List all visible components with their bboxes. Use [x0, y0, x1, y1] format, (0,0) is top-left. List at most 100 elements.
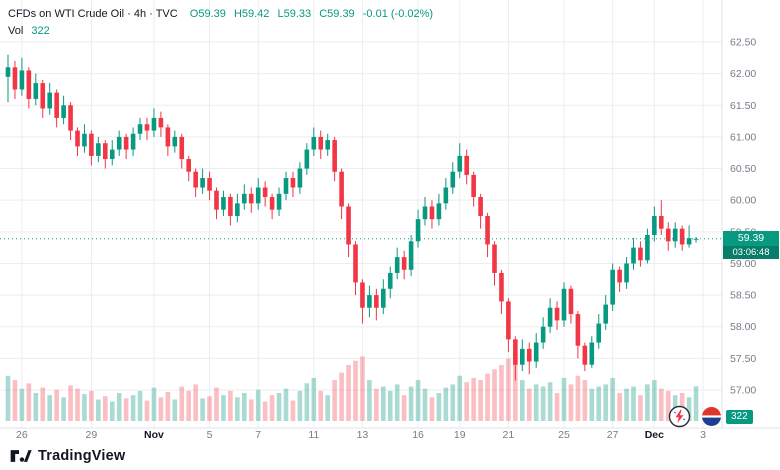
candle-body	[686, 238, 692, 245]
volume-bar	[450, 384, 456, 421]
candle-body	[492, 244, 497, 273]
candle-body	[116, 136, 122, 150]
volume-bar	[109, 401, 115, 421]
price-axis-label: 62.00	[730, 68, 756, 80]
candle-body	[19, 70, 25, 90]
volume-bar	[186, 390, 191, 421]
volume-bar	[54, 389, 59, 421]
candle-body	[665, 228, 671, 242]
volume-bar	[575, 375, 581, 421]
candle-body	[624, 263, 629, 283]
candle-body	[137, 124, 143, 134]
candle-body	[54, 92, 59, 118]
volume-bar	[221, 395, 226, 421]
price-axis-label: 57.50	[730, 353, 756, 365]
volume-bar	[533, 384, 539, 421]
candle-body	[596, 323, 602, 343]
volume-bar	[96, 399, 101, 421]
candle-body	[242, 193, 247, 204]
candle-body	[353, 244, 358, 283]
candle-body	[207, 178, 212, 191]
volume-bar	[172, 399, 178, 421]
volume-study-label[interactable]: Vol	[8, 25, 24, 37]
candle-body	[304, 149, 310, 169]
candle-body	[513, 339, 518, 365]
candle-body	[123, 136, 129, 150]
price-change: -0.01 (-0.02%)	[362, 8, 434, 20]
volume-bar	[638, 395, 643, 421]
ohlc-close: C59.39	[319, 8, 355, 20]
candle-body	[485, 216, 490, 245]
volume-bar	[415, 380, 421, 421]
volume-bar	[130, 395, 136, 421]
volume-bar	[207, 396, 212, 421]
volume-bar	[568, 384, 574, 421]
candle-body	[248, 193, 254, 204]
volume-bar	[665, 390, 671, 421]
volume-study-value: 322	[31, 25, 50, 37]
candle-body	[367, 295, 372, 308]
volume-bar	[19, 388, 25, 421]
time-axis-label: Dec	[645, 429, 664, 441]
candle-body	[464, 155, 469, 175]
volume-bar	[276, 393, 282, 421]
candle-body	[499, 272, 504, 302]
volume-bar	[200, 398, 205, 421]
volume-bar	[158, 397, 164, 421]
candle-body	[603, 304, 608, 324]
volume-bar	[26, 383, 32, 421]
price-badge-countdown: 03:06:48	[723, 246, 779, 260]
candle-body	[374, 295, 379, 308]
volume-bar	[47, 395, 52, 421]
volume-bar	[513, 354, 518, 421]
volume-bar	[624, 388, 629, 421]
symbol-legend: CFDs on WTI Crude Oil · 4h · TVC O59.39 …	[8, 8, 433, 37]
candle-body	[547, 307, 553, 327]
price-axis[interactable]: 62.5062.0061.5061.0060.5060.0059.5059.00…	[730, 37, 756, 397]
candle-body	[617, 269, 622, 283]
time-axis-label: 5	[207, 429, 213, 441]
candle-body	[5, 67, 11, 77]
sphere-icon[interactable]	[700, 405, 723, 428]
candle-body	[436, 203, 442, 220]
time-axis[interactable]: 26 29 Nov 5 7 11 13 16 19 21 25 27 Dec 3	[16, 429, 706, 441]
lightning-icon[interactable]	[668, 405, 691, 428]
volume-layer	[5, 354, 699, 421]
volume-bar	[228, 390, 233, 421]
time-axis-label: 7	[255, 429, 261, 441]
volume-bar	[561, 377, 567, 421]
candle-body	[276, 193, 282, 210]
volume-bar	[40, 387, 46, 421]
volume-bar	[464, 382, 469, 421]
symbol-title[interactable]: CFDs on WTI Crude Oil · 4h · TVC	[8, 8, 178, 20]
candle-body	[332, 140, 337, 172]
candle-body	[235, 203, 240, 216]
candle-body	[610, 269, 615, 305]
candle-body	[89, 133, 94, 156]
candle-body	[638, 247, 643, 261]
volume-bar	[165, 391, 171, 421]
volume-bar	[652, 380, 657, 421]
candle-body	[158, 117, 164, 128]
volume-bar	[332, 380, 337, 421]
candle-body	[422, 206, 428, 220]
volume-bar	[526, 388, 532, 421]
candle-body	[457, 155, 463, 172]
candle-body	[318, 136, 324, 150]
candle-body	[262, 187, 268, 198]
volume-bar	[89, 390, 94, 421]
candle-body	[561, 288, 567, 321]
volume-bar	[582, 380, 588, 421]
candle-body	[631, 247, 636, 264]
candle-body	[526, 348, 532, 362]
candle-body	[443, 187, 449, 204]
volume-bar	[262, 401, 268, 421]
tradingview-logo[interactable]: TradingView	[10, 447, 125, 465]
candle-body	[179, 136, 185, 160]
candle-body	[214, 190, 219, 210]
volume-bar	[394, 384, 400, 421]
candle-body	[186, 159, 191, 172]
volume-bar	[554, 393, 560, 421]
